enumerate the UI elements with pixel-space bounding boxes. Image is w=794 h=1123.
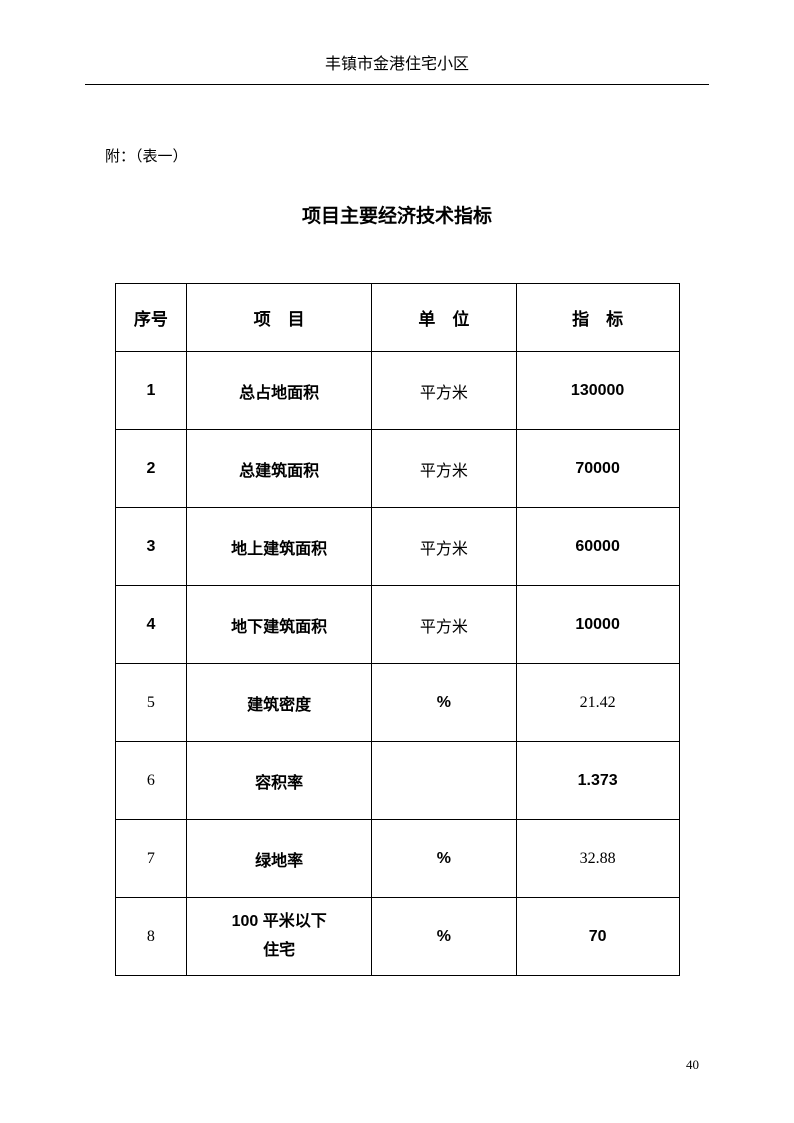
cell-item: 总建筑面积 [187,430,372,508]
table-row: 8100 平米以下住宅%70 [115,898,679,976]
col-header-unit: 单 位 [372,284,517,352]
table-title: 项目主要经济技术指标 [85,201,709,228]
table-row: 7绿地率%32.88 [115,820,679,898]
cell-seq: 2 [115,430,187,508]
cell-unit: 平方米 [372,430,517,508]
cell-value: 70000 [516,430,679,508]
cell-unit: % [372,898,517,976]
page-header: 丰镇市金港住宅小区 [85,50,709,85]
indicators-table: 序号 项 目 单 位 指 标 1总占地面积平方米1300002总建筑面积平方米7… [115,283,680,976]
cell-item: 地上建筑面积 [187,508,372,586]
attachment-label: 附：（表一） [85,145,709,166]
cell-value: 10000 [516,586,679,664]
cell-seq: 5 [115,664,187,742]
table-row: 3地上建筑面积平方米60000 [115,508,679,586]
col-header-item: 项 目 [187,284,372,352]
cell-value: 60000 [516,508,679,586]
cell-item: 100 平米以下住宅 [187,898,372,976]
cell-seq: 6 [115,742,187,820]
cell-item: 地下建筑面积 [187,586,372,664]
page-number: 40 [686,1057,699,1073]
table-row: 1总占地面积平方米130000 [115,352,679,430]
cell-value: 21.42 [516,664,679,742]
cell-seq: 3 [115,508,187,586]
cell-unit [372,742,517,820]
table-row: 4地下建筑面积平方米10000 [115,586,679,664]
cell-value: 32.88 [516,820,679,898]
cell-item: 总占地面积 [187,352,372,430]
header-title: 丰镇市金港住宅小区 [325,56,469,73]
cell-seq: 7 [115,820,187,898]
cell-seq: 8 [115,898,187,976]
cell-unit: 平方米 [372,586,517,664]
col-header-value: 指 标 [516,284,679,352]
cell-seq: 1 [115,352,187,430]
table-row: 6容积率 1.373 [115,742,679,820]
cell-unit: % [372,664,517,742]
table-header-row: 序号 项 目 单 位 指 标 [115,284,679,352]
cell-seq: 4 [115,586,187,664]
table-row: 5建筑密度%21.42 [115,664,679,742]
cell-unit: 平方米 [372,352,517,430]
cell-value: 1.373 [516,742,679,820]
table-row: 2总建筑面积平方米70000 [115,430,679,508]
cell-item: 容积率 [187,742,372,820]
cell-item: 建筑密度 [187,664,372,742]
cell-unit: % [372,820,517,898]
col-header-seq: 序号 [115,284,187,352]
cell-item: 绿地率 [187,820,372,898]
cell-value: 130000 [516,352,679,430]
cell-unit: 平方米 [372,508,517,586]
cell-value: 70 [516,898,679,976]
